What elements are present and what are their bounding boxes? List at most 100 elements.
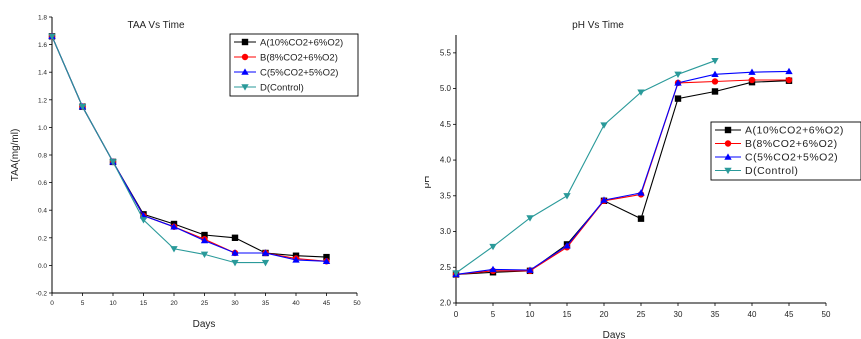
y-tick-label: 0.8 <box>38 153 47 160</box>
legend-entry: C(5%CO2+5%O2) <box>715 152 838 164</box>
x-tick-label: 20 <box>170 300 178 307</box>
data-point <box>139 217 148 224</box>
y-tick-label: 5.5 <box>440 48 452 57</box>
data-point <box>674 95 682 102</box>
legend-marker <box>724 126 732 134</box>
legend-marker <box>241 38 249 46</box>
x-tick-label: 15 <box>563 310 572 319</box>
data-point <box>748 76 756 84</box>
data-point <box>231 259 239 267</box>
data-point <box>748 68 756 75</box>
x-tick-label: 25 <box>201 300 209 307</box>
data-point <box>711 78 719 85</box>
y-tick-label: 5.0 <box>440 84 452 93</box>
y-tick-label: 0.6 <box>38 180 47 187</box>
y-tick-label: 2.0 <box>440 299 452 308</box>
data-point <box>637 215 645 222</box>
series-line <box>455 70 790 275</box>
legend-entry: D(Control) <box>715 165 798 177</box>
y-tick-label: 4.0 <box>440 156 452 165</box>
data-point <box>109 159 117 166</box>
x-tick-label: 40 <box>748 310 757 319</box>
y-tick-label: 0.0 <box>38 263 47 270</box>
legend-label: A(10%CO2+6%O2) <box>745 125 844 137</box>
data-point <box>600 196 608 203</box>
legend-marker <box>724 140 732 147</box>
series-line <box>455 79 789 275</box>
legend: A(10%CO2+6%O2)B(8%CO2+6%O2) C(5%CO2+5%O2)… <box>710 121 861 181</box>
data-point <box>674 79 682 86</box>
series-d <box>48 33 270 267</box>
x-tick-label: 15 <box>140 300 148 307</box>
data-point <box>637 89 645 96</box>
series-line <box>455 80 790 275</box>
data-point <box>674 71 682 78</box>
legend-entry: C(5%CO2+5%O2) <box>234 68 338 79</box>
y-tick-label: 1.8 <box>38 15 47 22</box>
x-axis-label: Days <box>603 330 626 339</box>
x-tick-label: 35 <box>711 310 720 319</box>
legend-label: B(8%CO2+6%O2) <box>745 138 838 150</box>
data-point <box>563 242 571 249</box>
x-tick-label: 45 <box>785 310 794 319</box>
y-tick-label: 1.0 <box>38 125 47 132</box>
x-tick-label: 40 <box>292 300 300 307</box>
legend-marker <box>724 153 732 160</box>
legend-marker <box>241 68 249 75</box>
data-point <box>711 70 719 78</box>
data-point <box>170 223 178 230</box>
y-tick-label: 4.5 <box>440 120 452 129</box>
taa-chart-panel: 0 5 10 15 20 25 30 35 40 45 50 -0.2 0.0 0.2 0.4 0.6 0.8 1… <box>0 0 425 339</box>
data-point <box>711 58 719 65</box>
ph-chart: 0 5 10 15 20 25 30 35 40 45 50 2.0 2.5 3.0 3.5 4.0 4.5 5.… <box>425 20 861 339</box>
y-tick-label: 1.4 <box>38 70 47 77</box>
legend-label: A(10%CO2+6%O2) <box>260 38 343 49</box>
data-point <box>322 257 331 264</box>
data-point <box>231 249 239 256</box>
data-point <box>711 88 719 95</box>
data-point <box>261 249 270 256</box>
data-point <box>261 259 270 267</box>
legend-label: C(5%CO2+5%O2) <box>260 68 338 79</box>
chart-title: TAA Vs Time <box>127 20 184 31</box>
y-tick-label: 0.4 <box>38 208 47 215</box>
series-d <box>452 58 719 277</box>
data-point <box>600 122 608 129</box>
x-tick-label: 35 <box>262 300 270 307</box>
legend: A(10%CO2+6%O2) B(8%CO2+6%O2) C(5%CO2+5%O2)… <box>229 33 359 97</box>
data-point <box>489 243 497 251</box>
series-line <box>455 60 716 274</box>
data-point <box>637 189 645 196</box>
legend-label: D(Control) <box>260 83 304 94</box>
y-tick-label: 2.5 <box>440 263 452 272</box>
data-point <box>526 266 534 273</box>
legend-marker <box>241 84 249 91</box>
x-tick-label: 25 <box>637 310 646 319</box>
x-tick-label: 5 <box>491 310 496 319</box>
legend-box <box>229 33 359 97</box>
legend-entry: A(10%CO2+6%O2) <box>234 38 343 49</box>
data-point <box>200 236 209 244</box>
data-point <box>170 246 178 253</box>
x-tick-label: 20 <box>600 310 609 319</box>
y-tick-label: 3.5 <box>440 191 452 200</box>
data-point <box>452 270 460 277</box>
y-axis-label: TAA(mg/ml) <box>10 129 21 182</box>
x-tick-label: 50 <box>353 300 361 307</box>
legend-entry: B(8%CO2+6%O2) <box>715 138 838 150</box>
data-point <box>231 234 239 241</box>
taa-chart: 0 5 10 15 20 25 30 35 40 45 50 -0.2 0.0 0.2 0.4 0.6 0.8 1… <box>10 15 361 331</box>
y-tick-label: 1.2 <box>38 97 47 104</box>
x-tick-label: 10 <box>526 310 535 319</box>
legend-label: B(8%CO2+6%O2) <box>260 53 338 64</box>
x-tick-label: 50 <box>822 310 831 319</box>
series-c <box>452 67 793 278</box>
x-tick-label: 30 <box>231 300 239 307</box>
series-line <box>51 36 266 264</box>
legend-entry: A(10%CO2+6%O2) <box>715 125 844 137</box>
x-axis-label: Days <box>193 319 216 330</box>
data-point <box>48 33 56 40</box>
x-tick-label: 30 <box>674 310 683 319</box>
legend-marker <box>724 167 732 175</box>
data-point <box>323 253 330 261</box>
